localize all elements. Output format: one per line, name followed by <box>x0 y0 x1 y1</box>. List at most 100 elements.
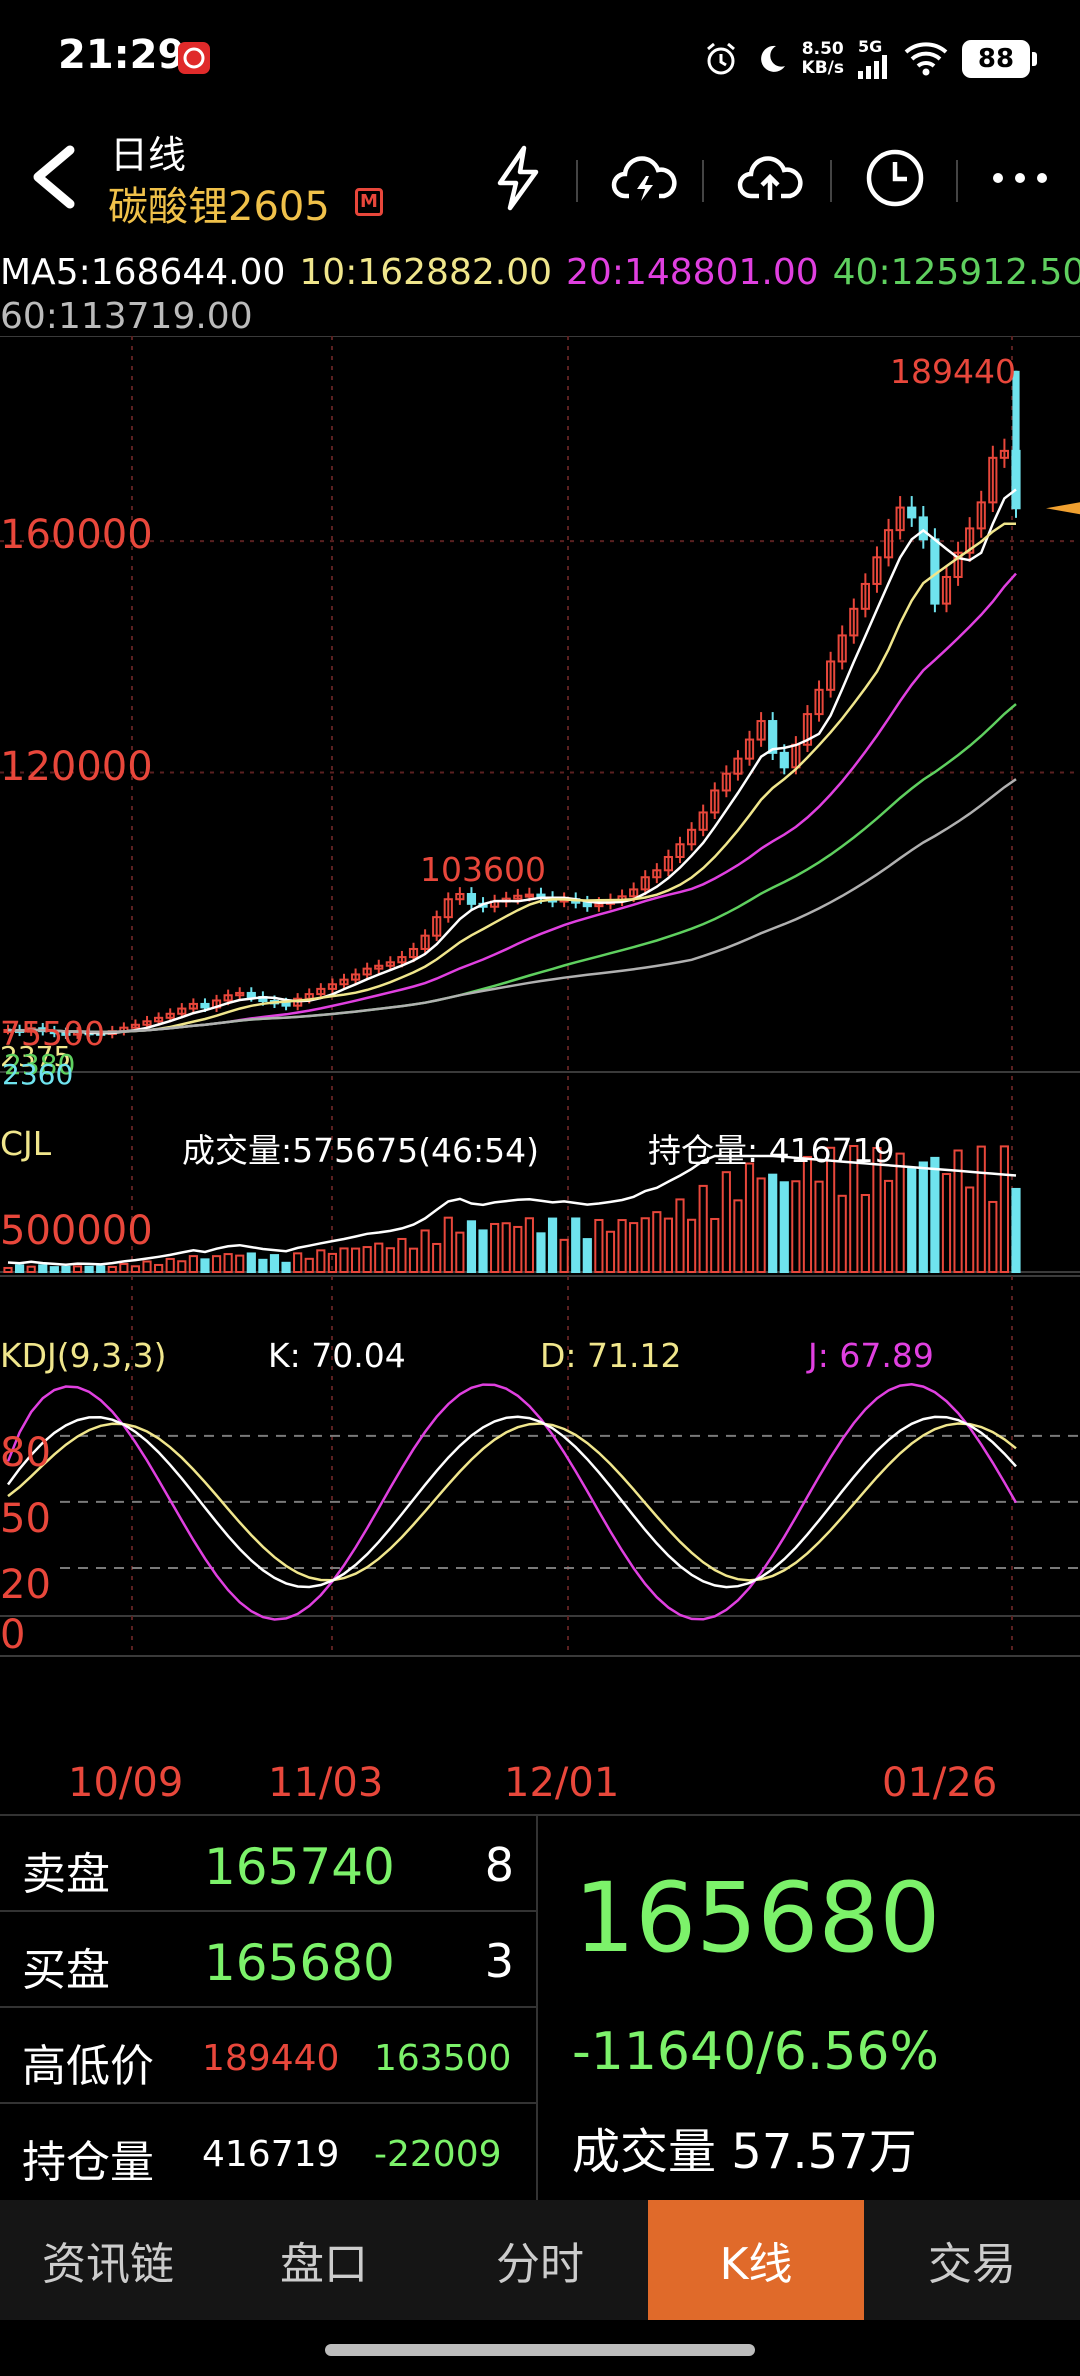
status-icons: 8.50 KB/s 5G 88 <box>702 34 1037 84</box>
open-interest-text: 持仓量: 416719 <box>648 1131 895 1170</box>
candle-body <box>802 713 813 746</box>
volume-text: 成交量:575675(46:54) <box>182 1131 539 1170</box>
volume-bar <box>895 1152 905 1273</box>
volume-bar <box>119 1262 129 1274</box>
volume-bar <box>710 1217 720 1274</box>
candle-body <box>165 1012 175 1019</box>
more-button[interactable] <box>980 140 1060 216</box>
volume-bar <box>605 1230 616 1274</box>
volume-bar <box>547 1217 558 1273</box>
volume-bar <box>374 1242 384 1274</box>
volume-bar <box>999 1145 1010 1274</box>
volume-bar <box>814 1180 824 1273</box>
volume-bar <box>258 1258 268 1274</box>
candle-body <box>918 516 928 541</box>
header-divider <box>576 160 578 202</box>
x-label-1009: 10/09 <box>68 1760 184 1806</box>
volume-bar <box>849 1145 859 1273</box>
volume-bar <box>211 1255 222 1273</box>
volume-bar <box>501 1222 511 1274</box>
open-interest-change: -22009 <box>374 2134 502 2175</box>
open-interest-label: 持仓量 <box>22 2137 154 2188</box>
volume-bar <box>304 1257 314 1273</box>
sell-row[interactable]: 卖盘 165740 8 <box>0 1816 538 1912</box>
volume-bar <box>663 1217 674 1273</box>
volume-bar <box>26 1265 36 1274</box>
small-marker-2: 2380 <box>4 1048 76 1081</box>
volume-bar <box>455 1231 465 1273</box>
wifi-icon <box>904 42 948 76</box>
candle-body <box>385 961 395 967</box>
candle-body <box>130 1023 141 1029</box>
tab-kline[interactable]: K线 <box>648 2200 864 2320</box>
period-label[interactable]: 日线 <box>110 133 187 177</box>
ma60-value: 60:113719.00 <box>0 296 253 337</box>
volume-bar <box>872 1146 882 1273</box>
tab-news-chain[interactable]: 资讯链 <box>42 2239 174 2290</box>
candle-body <box>154 1016 164 1023</box>
volume-panel-label[interactable]: CJL <box>0 1124 52 1163</box>
candle-body <box>362 967 372 976</box>
volume-bar <box>96 1265 106 1274</box>
lightning-button[interactable] <box>478 140 558 216</box>
kline-chart[interactable] <box>0 336 1080 1816</box>
volume-bar <box>130 1265 141 1273</box>
candle-body <box>640 876 650 891</box>
tab-trade[interactable]: 交易 <box>928 2239 1016 2290</box>
back-button[interactable] <box>24 142 88 212</box>
battery-icon: 88 <box>962 40 1037 78</box>
volume-bar <box>490 1222 500 1274</box>
candle-body <box>374 964 384 970</box>
ma10-line <box>7 522 1017 1034</box>
home-indicator[interactable] <box>325 2344 755 2356</box>
volume-bar <box>918 1161 928 1274</box>
clock-button[interactable] <box>855 140 935 216</box>
volume-bar <box>408 1247 419 1274</box>
volume-bar <box>617 1219 627 1273</box>
volume-bar <box>860 1193 870 1273</box>
volume-bar <box>1011 1187 1021 1274</box>
candle-body <box>907 506 917 519</box>
volume-bar <box>188 1255 198 1273</box>
small-marker-1: 2375 <box>0 1040 72 1073</box>
candle-body <box>721 772 731 792</box>
volume-bar <box>953 1149 963 1273</box>
candle-body <box>188 1002 198 1010</box>
candle-body <box>408 947 419 959</box>
chart-area[interactable]: 160000 120000 189440 103600 75500 2375 2… <box>0 336 1080 1816</box>
volume-bar <box>235 1254 245 1273</box>
candle-body <box>629 888 639 898</box>
high-low-row: 高低价 189440 163500 <box>0 2008 538 2104</box>
kdj-panel-label[interactable]: KDJ(9,3,3) <box>0 1336 167 1375</box>
kdj-level-80: 80 <box>0 1430 51 1476</box>
candle-body <box>976 501 986 530</box>
volume-bar <box>327 1252 338 1273</box>
candle-body <box>768 720 778 754</box>
volume-bar <box>246 1252 256 1273</box>
volume-bar <box>385 1247 395 1273</box>
volume-bar <box>142 1260 152 1273</box>
buy-row[interactable]: 买盘 165680 3 <box>0 1912 538 2008</box>
volume-bar <box>316 1249 326 1274</box>
candle-body <box>513 894 523 900</box>
volume-bar <box>107 1265 117 1274</box>
cloud-upload-button[interactable] <box>730 140 810 216</box>
cloud-lightning-button[interactable] <box>604 140 684 216</box>
price-y-label-120000: 120000 <box>0 744 153 790</box>
tab-intraday[interactable]: 分时 <box>496 2239 584 2290</box>
volume-bar <box>281 1261 291 1274</box>
buy-price: 165680 <box>204 1934 395 1992</box>
volume-bar <box>976 1145 986 1274</box>
volume-bar <box>779 1181 789 1274</box>
candle-body <box>432 916 442 937</box>
kdj-d-line <box>7 1422 1017 1582</box>
volume-bar <box>837 1194 847 1273</box>
symbol-name[interactable]: 碳酸锂2605 <box>108 184 330 230</box>
tab-order-book[interactable]: 盘口 <box>280 2239 368 2290</box>
candle-body <box>177 1007 187 1015</box>
candle-body <box>663 855 674 872</box>
volume-bar <box>432 1242 442 1273</box>
candle-body <box>316 987 326 996</box>
candle-body <box>710 789 720 814</box>
candle-body <box>420 934 430 950</box>
